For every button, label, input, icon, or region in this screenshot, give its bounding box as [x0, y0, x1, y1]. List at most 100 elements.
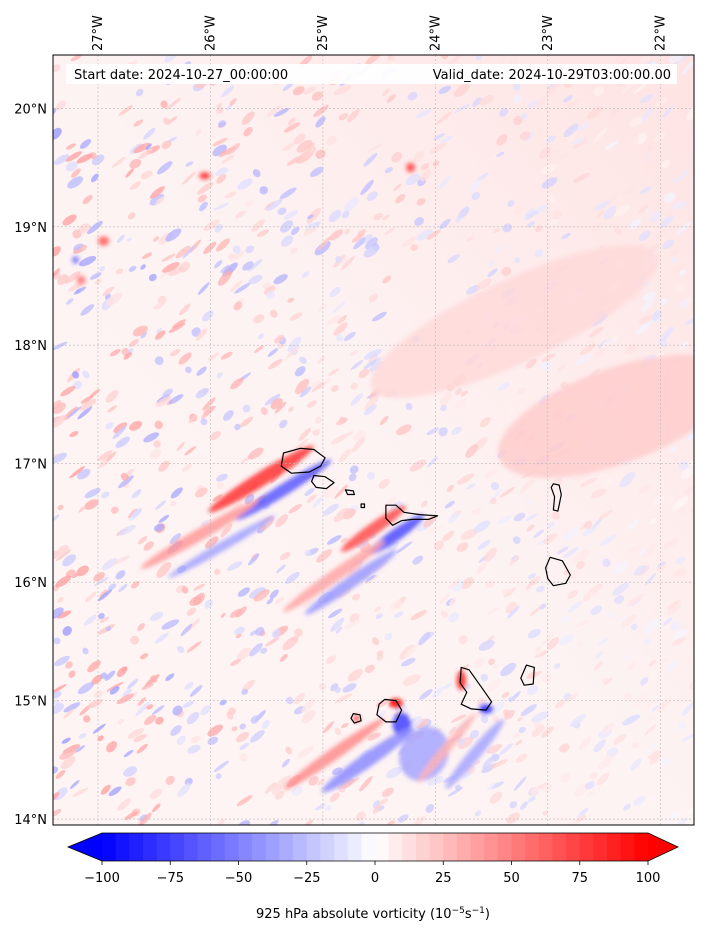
- vorticity-noise-blob: [77, 682, 95, 695]
- vorticity-noise-blob: [502, 709, 511, 717]
- vorticity-noise-blob: [165, 228, 182, 242]
- vorticity-noise-blob: [631, 623, 638, 630]
- vorticity-noise-blob: [440, 610, 449, 618]
- vorticity-noise-blob: [113, 422, 127, 434]
- vorticity-noise-blob: [127, 728, 144, 739]
- vorticity-noise-blob: [282, 636, 299, 651]
- vorticity-noise-blob: [280, 235, 294, 247]
- vorticity-noise-blob: [140, 331, 148, 339]
- vorticity-noise-blob: [325, 655, 337, 664]
- vorticity-noise-blob: [662, 239, 675, 250]
- vorticity-noise-blob: [471, 507, 482, 515]
- vorticity-noise-blob: [166, 97, 182, 110]
- vorticity-noise-blob: [541, 673, 552, 683]
- vorticity-noise-blob: [639, 107, 654, 123]
- vorticity-noise-blob: [84, 591, 97, 603]
- vorticity-noise-blob: [71, 572, 79, 579]
- vorticity-noise-blob: [334, 687, 341, 694]
- vorticity-noise-blob: [546, 135, 557, 143]
- vorticity-noise-blob: [127, 678, 139, 690]
- vorticity-noise-blob: [253, 451, 263, 458]
- vorticity-noise-blob: [216, 102, 223, 109]
- vorticity-noise-blob: [133, 119, 144, 127]
- vorticity-noise-blob: [679, 340, 689, 350]
- vorticity-noise-blob: [638, 204, 649, 215]
- vorticity-noise-blob: [184, 366, 192, 374]
- vorticity-noise-blob: [106, 681, 124, 692]
- vorticity-noise-blob: [502, 223, 513, 233]
- vorticity-noise-blob: [439, 592, 451, 604]
- vorticity-noise-blob: [302, 599, 314, 609]
- colorbar-tick-label: 0: [371, 871, 379, 886]
- vorticity-noise-blob: [367, 732, 381, 741]
- vorticity-noise-blob: [220, 612, 226, 619]
- vorticity-noise-blob: [612, 582, 630, 596]
- vorticity-noise-blob: [172, 705, 183, 716]
- vorticity-noise-blob: [239, 753, 248, 762]
- vorticity-noise-blob: [178, 352, 192, 365]
- colorbar-segment: [238, 833, 253, 861]
- vorticity-noise-blob: [340, 255, 356, 271]
- vorticity-noise-blob: [126, 237, 132, 242]
- vorticity-noise-blob: [197, 194, 207, 203]
- vorticity-noise-blob: [547, 521, 555, 529]
- vorticity-noise-blob: [384, 632, 393, 641]
- vorticity-noise-blob: [87, 699, 103, 709]
- vorticity-noise-blob: [304, 549, 311, 557]
- vorticity-noise-blob: [216, 372, 223, 379]
- vorticity-noise-blob: [418, 631, 431, 646]
- vorticity-noise-blob: [109, 686, 120, 695]
- colorbar-segment: [142, 833, 157, 861]
- vorticity-noise-blob: [669, 55, 683, 64]
- vorticity-noise-blob: [160, 100, 168, 109]
- vorticity-noise-blob: [602, 677, 610, 685]
- vorticity-noise-blob: [687, 655, 693, 662]
- vorticity-noise-blob: [534, 249, 544, 258]
- vorticity-noise-blob: [375, 613, 383, 620]
- vorticity-noise-blob: [678, 507, 686, 514]
- vorticity-noise-blob: [687, 434, 694, 441]
- vorticity-noise-blob: [340, 537, 348, 543]
- vorticity-noise-blob: [204, 599, 213, 609]
- vorticity-noise-blob: [235, 731, 250, 743]
- vorticity-noise-blob: [184, 446, 197, 456]
- island-coastline: [376, 698, 403, 723]
- vorticity-noise-blob: [434, 775, 444, 785]
- vorticity-noise-blob: [573, 172, 590, 183]
- vorticity-noise-blob: [226, 711, 234, 720]
- vorticity-noise-blob: [229, 250, 245, 262]
- vorticity-noise-blob: [458, 634, 468, 645]
- vorticity-noise-blob: [266, 290, 275, 299]
- vorticity-feature: [417, 713, 476, 783]
- vorticity-noise-blob: [539, 163, 557, 175]
- vorticity-noise-blob: [343, 331, 356, 341]
- vorticity-noise-blob: [603, 205, 617, 220]
- vorticity-noise-blob: [314, 803, 326, 811]
- vorticity-feature: [456, 671, 466, 690]
- vorticity-noise-blob: [53, 341, 68, 351]
- vorticity-noise-blob: [657, 560, 666, 568]
- vorticity-noise-blob: [195, 328, 208, 341]
- gridlines: [53, 55, 694, 825]
- vorticity-noise-blob: [170, 500, 177, 507]
- vorticity-noise-blob: [520, 801, 528, 810]
- vorticity-noise-blob: [382, 275, 392, 284]
- vorticity-noise-blob: [648, 750, 661, 760]
- vorticity-noise-blob: [74, 745, 86, 753]
- vorticity-noise-blob: [65, 569, 76, 578]
- colorbar-label: 925 hPa absolute vorticity (10−5s−1): [256, 906, 490, 922]
- vorticity-noise-blob: [660, 215, 674, 228]
- vorticity-noise-blob: [203, 405, 215, 416]
- vorticity-noise-blob: [684, 316, 694, 326]
- vorticity-noise-blob: [106, 451, 117, 462]
- vorticity-noise-blob: [338, 113, 349, 121]
- vorticity-noise-blob: [403, 645, 419, 658]
- vorticity-noise-blob: [405, 174, 421, 186]
- colorbar-segment: [456, 833, 471, 861]
- vorticity-noise-blob: [313, 104, 329, 118]
- vorticity-noise-blob: [563, 123, 579, 138]
- vorticity-noise-blob: [620, 614, 638, 628]
- vorticity-noise-blob: [63, 702, 81, 713]
- vorticity-noise-blob: [92, 723, 106, 734]
- vorticity-noise-blob: [101, 558, 118, 571]
